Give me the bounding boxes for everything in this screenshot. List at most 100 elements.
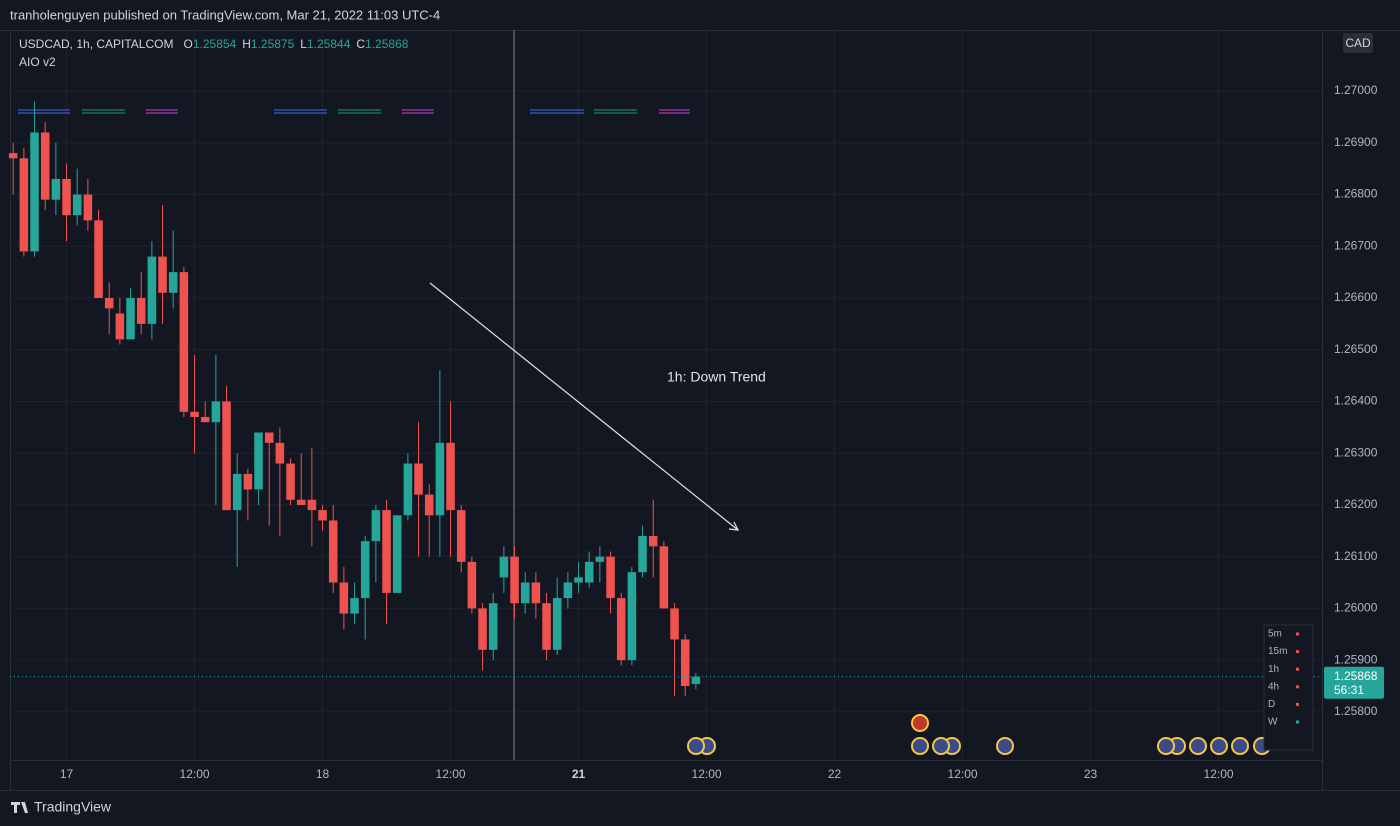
event bbox=[687, 737, 705, 755]
x-tick-label: 18 bbox=[316, 767, 330, 781]
timeframe-status bbox=[1296, 667, 1299, 671]
y-tick-label: 1.26400 bbox=[1334, 394, 1378, 408]
event bbox=[1157, 737, 1175, 755]
y-tick-label: 1.26000 bbox=[1334, 601, 1378, 615]
countdown: 56:31 bbox=[1334, 683, 1364, 697]
candle-body bbox=[350, 598, 359, 614]
currency: CAD bbox=[1345, 36, 1371, 50]
indicator-name: AIO v2 bbox=[19, 55, 56, 69]
legend-line: USDCAD, 1h, CAPITALCOM O1.25854 H1.25875 L… bbox=[19, 37, 414, 51]
timeframe-status bbox=[1296, 632, 1299, 636]
event-icons bbox=[687, 714, 1271, 755]
candle-body bbox=[392, 515, 402, 593]
y-tick-label: 1.26800 bbox=[1334, 187, 1378, 201]
axes: 1.25800 1.25900 1.26000 1.26100 1.26200 1.263… bbox=[60, 83, 1384, 781]
candle-body bbox=[488, 603, 498, 650]
candle-body bbox=[414, 463, 423, 495]
candle-body bbox=[318, 510, 327, 521]
candle-body bbox=[563, 582, 573, 599]
candle-body bbox=[499, 556, 509, 578]
event bbox=[911, 714, 929, 732]
candle-body bbox=[307, 499, 317, 511]
candle-body bbox=[83, 194, 93, 221]
candle-body bbox=[510, 556, 519, 604]
event bbox=[932, 737, 950, 755]
trend-arrow bbox=[429, 282, 739, 531]
timeframe-panel bbox=[1263, 624, 1314, 751]
ohlc-label: C bbox=[356, 37, 366, 51]
candle-body bbox=[147, 256, 157, 324]
candle-body bbox=[627, 572, 637, 661]
ohlc-label: O bbox=[183, 37, 193, 51]
y-tick-label: 1.26300 bbox=[1334, 445, 1378, 459]
x-tick-label: 12:00 bbox=[436, 767, 466, 781]
candle-body bbox=[115, 313, 125, 340]
candles bbox=[8, 101, 1322, 697]
candle-body bbox=[360, 541, 370, 599]
candle-body bbox=[168, 272, 178, 293]
candle-body bbox=[339, 582, 349, 614]
candle-body bbox=[211, 401, 221, 423]
timeframe-label: D bbox=[1268, 699, 1275, 710]
x-tick-label: 12:00 bbox=[948, 767, 978, 781]
candle-body bbox=[456, 510, 466, 562]
candle-body bbox=[606, 556, 615, 599]
x-tick-label: 17 bbox=[60, 767, 74, 781]
candle-body bbox=[104, 297, 114, 309]
candle-body bbox=[264, 432, 274, 443]
candle-body bbox=[446, 442, 455, 511]
indicator-levels bbox=[18, 109, 690, 114]
candle-body bbox=[136, 297, 146, 324]
last-price: 1.25868 bbox=[1334, 669, 1378, 683]
x-tick-label: 12:00 bbox=[1204, 767, 1234, 781]
candle-body bbox=[275, 442, 285, 464]
y-tick-label: 1.25900 bbox=[1334, 652, 1378, 666]
candle-body bbox=[638, 535, 647, 573]
ohlc-label: H bbox=[242, 37, 251, 51]
event bbox=[996, 737, 1014, 755]
candle-body bbox=[574, 577, 583, 583]
timeframe-label: 4h bbox=[1268, 681, 1279, 692]
candle-body bbox=[659, 546, 669, 609]
symbol: USDCAD, 1h, CAPITALCOM bbox=[19, 37, 174, 51]
candle-body bbox=[179, 272, 189, 412]
timeframe-label: 5m bbox=[1268, 629, 1282, 640]
x-tick-label: 12:00 bbox=[180, 767, 210, 781]
y-tick-label: 1.26500 bbox=[1334, 342, 1378, 356]
candle-body bbox=[531, 582, 541, 604]
candle-body bbox=[51, 179, 61, 200]
y-tick-label: 1.25800 bbox=[1334, 704, 1378, 718]
candle-body bbox=[19, 158, 29, 252]
ohlc-value: 1.25854 bbox=[192, 37, 237, 51]
candle-body bbox=[371, 510, 381, 542]
x-tick-label: 21 bbox=[572, 767, 586, 781]
candle-body bbox=[520, 582, 530, 604]
timeframe-label: 15m bbox=[1268, 646, 1287, 657]
timeframe-label: W bbox=[1268, 717, 1278, 728]
candle-body bbox=[190, 411, 199, 417]
candle-body bbox=[72, 194, 82, 216]
candle-body bbox=[328, 520, 338, 583]
candle-body bbox=[286, 463, 295, 500]
candle-body bbox=[467, 561, 477, 609]
x-tick-label: 22 bbox=[828, 767, 842, 781]
x-tick-label: 23 bbox=[1084, 767, 1098, 781]
event bbox=[911, 737, 929, 755]
y-tick-label: 1.27000 bbox=[1334, 83, 1378, 97]
candle-body bbox=[126, 297, 135, 340]
ohlc-label: L bbox=[300, 37, 307, 51]
y-tick-label: 1.26700 bbox=[1334, 238, 1378, 252]
candle-body bbox=[435, 442, 445, 516]
candle-body bbox=[8, 153, 18, 159]
candle-body bbox=[403, 463, 413, 516]
candle-body bbox=[595, 556, 605, 562]
timeframe-status bbox=[1296, 650, 1299, 654]
y-tick-label: 1.26100 bbox=[1334, 549, 1378, 563]
publisher: tranholenguyen published on TradingView.… bbox=[10, 7, 440, 22]
candle-body bbox=[200, 416, 210, 423]
candle-body bbox=[382, 510, 391, 593]
candle-body bbox=[542, 603, 551, 650]
candle-body bbox=[552, 598, 562, 650]
candle-body bbox=[584, 561, 594, 583]
